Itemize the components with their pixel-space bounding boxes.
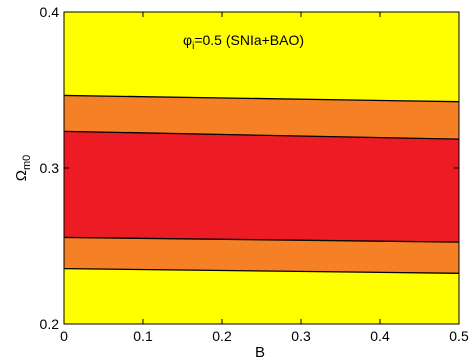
contour-line-2 (64, 236, 459, 243)
y-axis-label: Ωm0 (13, 155, 33, 182)
x-tick-label: 0.3 (291, 328, 311, 344)
y-tick-label: 0.4 (40, 4, 60, 20)
annotation-subscript: i (192, 41, 194, 52)
annotation: φi=0.5 (SNIa+BAO) (183, 32, 304, 52)
x-tick-label: 0.4 (370, 328, 390, 344)
y-tick-label: 0.2 (40, 316, 60, 332)
x-tick-label: 0.1 (133, 328, 153, 344)
contour-line-3 (64, 267, 459, 274)
y-axis-ticks: 0.2 0.3 0.4 (40, 4, 459, 332)
y-tick-label: 0.3 (40, 160, 60, 176)
annotation-phi: φ (183, 32, 192, 48)
x-tick-label: 0 (60, 328, 68, 344)
x-axis-ticks: 0 0.1 0.2 0.3 0.4 0.5 (60, 12, 469, 344)
plot-area (63, 11, 460, 325)
y-axis-label-subscript: m0 (21, 155, 33, 170)
contour-line-1 (64, 130, 459, 140)
x-tick-label: 0.2 (212, 328, 232, 344)
contour-line-0 (64, 94, 459, 103)
x-tick-label: 0.5 (449, 328, 469, 344)
annotation-text: =0.5 (SNIa+BAO) (194, 32, 304, 48)
y-axis-label-symbol: Ω (13, 170, 30, 181)
one-sigma-region (64, 131, 459, 243)
contour-lines (64, 94, 459, 274)
x-axis-label: B (255, 344, 265, 361)
